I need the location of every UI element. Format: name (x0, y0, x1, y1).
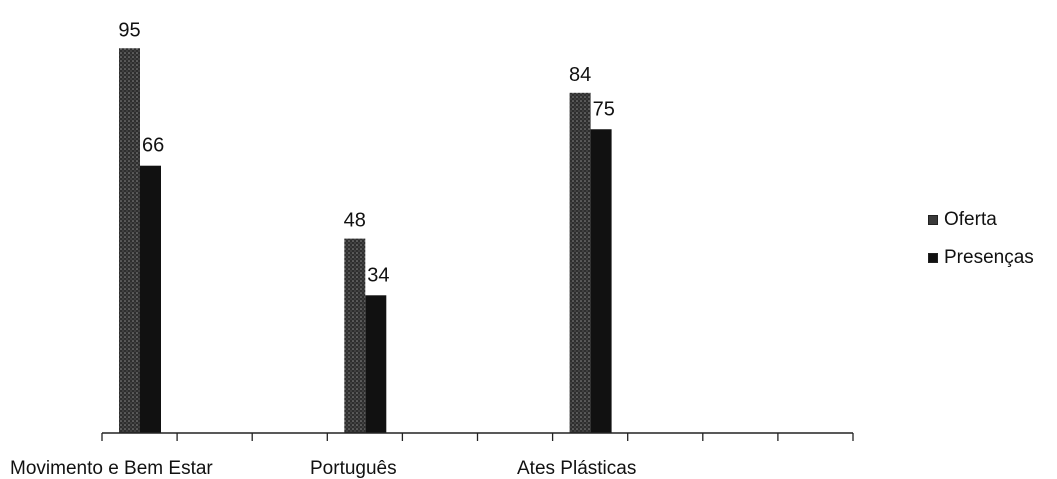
data-label-presenas-2: 75 (593, 98, 615, 120)
bar-presenas-0 (140, 165, 161, 433)
legend-label-presencas: Presenças (944, 247, 1034, 268)
legend-item-presencas: Presenças (928, 248, 1034, 267)
bar-presenas-1 (365, 295, 387, 433)
data-label-presenas-0: 66 (142, 135, 164, 157)
legend-item-oferta: Oferta (928, 210, 1034, 229)
bar-oferta-1 (344, 238, 366, 433)
legend-label-oferta: Oferta (944, 209, 997, 230)
legend: Oferta Presenças (928, 210, 1034, 286)
x-tick-label-1: Português (310, 458, 397, 479)
legend-swatch-presencas (928, 252, 938, 263)
data-label-oferta-2: 84 (569, 64, 591, 86)
data-label-oferta-0: 95 (118, 19, 140, 41)
data-label-presenas-1: 34 (367, 264, 389, 286)
bar-oferta-2 (569, 92, 591, 434)
bar-presenas-2 (590, 129, 612, 433)
legend-swatch-oferta (928, 214, 938, 225)
data-label-oferta-1: 48 (344, 210, 366, 232)
x-tick-label-2: Ates Plásticas (517, 458, 636, 479)
bar-oferta-0 (119, 48, 140, 433)
x-tick-label-0: Movimento e Bem Estar (10, 458, 213, 479)
